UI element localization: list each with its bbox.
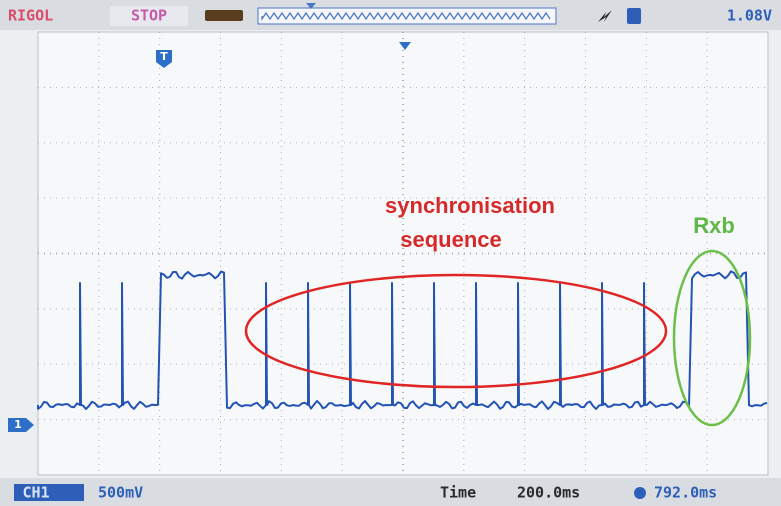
memory-icon bbox=[205, 10, 243, 21]
offset-icon bbox=[634, 487, 646, 499]
rxb-ellipse bbox=[672, 249, 752, 427]
source-icon bbox=[627, 8, 641, 24]
brand: RIGOL bbox=[8, 7, 53, 25]
edge-icon bbox=[598, 10, 612, 22]
timebase: 200.0ms bbox=[517, 484, 580, 502]
channel-marker-label: 1 bbox=[14, 418, 22, 431]
state-box bbox=[110, 6, 188, 26]
volt-scale: 500mV bbox=[98, 484, 143, 502]
memory-bar bbox=[257, 7, 557, 25]
graticule-frame bbox=[37, 31, 769, 476]
run-state: STOP bbox=[131, 7, 167, 25]
trigger-level: 1.08V bbox=[727, 7, 772, 25]
trigger-marker-label: T bbox=[160, 50, 168, 63]
channel-box bbox=[14, 484, 84, 501]
sync-ellipse bbox=[244, 273, 668, 389]
bottom-bar bbox=[0, 478, 781, 506]
trigger-marker bbox=[156, 50, 172, 68]
channel-marker bbox=[8, 418, 34, 432]
annotation-sync: sequence bbox=[400, 227, 502, 252]
position-marker bbox=[306, 3, 316, 9]
time-marker bbox=[399, 42, 411, 50]
signal-trace bbox=[37, 270, 768, 410]
annotation-rxb: Rxb bbox=[693, 213, 735, 238]
time-label: Time bbox=[440, 484, 476, 502]
channel-label: CH1 bbox=[22, 484, 49, 502]
time-offset: 792.0ms bbox=[654, 484, 717, 502]
annotation-sync: synchronisation bbox=[385, 193, 555, 218]
memory-waveform bbox=[261, 11, 551, 21]
